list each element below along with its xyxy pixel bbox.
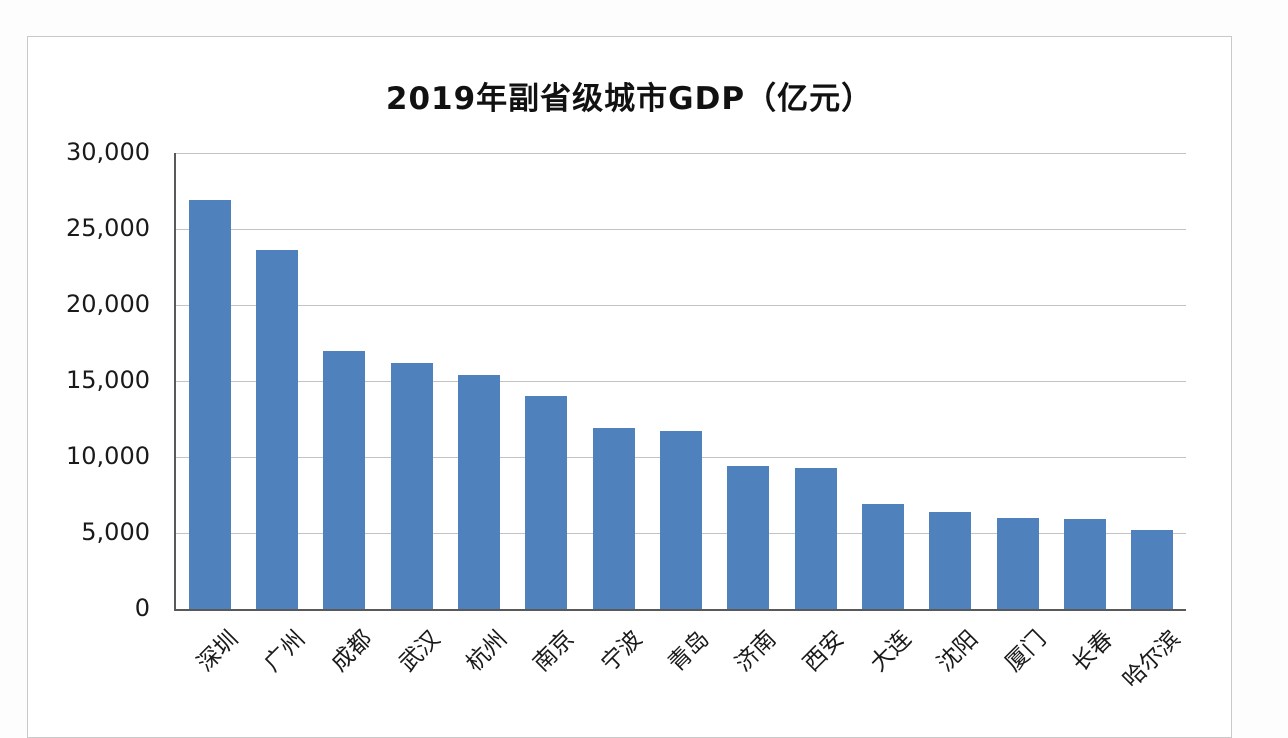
bar-哈尔滨 xyxy=(1131,530,1174,609)
x-axis-label: 青岛 xyxy=(663,625,715,677)
y-axis-label: 30,000 xyxy=(66,138,150,166)
x-axis-label: 厦门 xyxy=(1000,625,1052,677)
bar-宁波 xyxy=(592,428,635,609)
x-axis-label: 沈阳 xyxy=(932,625,984,677)
gridline xyxy=(176,304,1186,306)
x-axis-label: 大连 xyxy=(865,625,917,677)
y-axis-line xyxy=(174,153,176,611)
y-axis-label: 0 xyxy=(134,594,150,622)
chart-title: 2019年副省级城市GDP（亿元） xyxy=(385,81,874,117)
bar-深圳 xyxy=(188,200,231,609)
bar-杭州 xyxy=(458,374,500,609)
gridline xyxy=(176,228,1186,230)
bar-成都 xyxy=(323,350,366,609)
bar-西安 xyxy=(794,467,837,609)
x-axis-label: 成都 xyxy=(326,625,378,677)
bar-广州 xyxy=(256,250,298,609)
x-axis-label: 长春 xyxy=(1067,625,1119,677)
gridline xyxy=(176,380,1186,382)
y-axis-label: 10,000 xyxy=(66,442,150,470)
bar-厦门 xyxy=(996,517,1039,609)
bar-沈阳 xyxy=(929,511,972,609)
x-axis-line xyxy=(174,609,1186,611)
bar-济南 xyxy=(727,466,770,609)
x-axis-label: 武汉 xyxy=(394,625,446,677)
y-axis-label: 5,000 xyxy=(81,518,150,546)
x-axis-label: 广州 xyxy=(259,625,311,677)
bar-南京 xyxy=(525,396,568,609)
y-axis-label: 20,000 xyxy=(66,290,150,318)
bar-武汉 xyxy=(390,362,433,609)
x-axis-label: 杭州 xyxy=(461,625,513,677)
gridline xyxy=(176,152,1186,154)
x-axis-label: 深圳 xyxy=(192,625,244,677)
bar-长春 xyxy=(1064,519,1106,609)
y-axis-label: 15,000 xyxy=(66,366,150,394)
bar-大连 xyxy=(862,504,904,609)
x-axis-label: 西安 xyxy=(798,625,850,677)
y-axis-label: 25,000 xyxy=(66,214,150,242)
x-axis-label: 南京 xyxy=(528,625,580,677)
x-axis-label: 济南 xyxy=(730,625,782,677)
x-axis-label: 哈尔滨 xyxy=(1118,625,1186,694)
x-axis-label: 宁波 xyxy=(596,625,648,677)
bar-青岛 xyxy=(660,431,702,609)
chart-frame: 2019年副省级城市GDP（亿元） 0 5,000 10,000 15,000 20,0… xyxy=(27,36,1232,738)
